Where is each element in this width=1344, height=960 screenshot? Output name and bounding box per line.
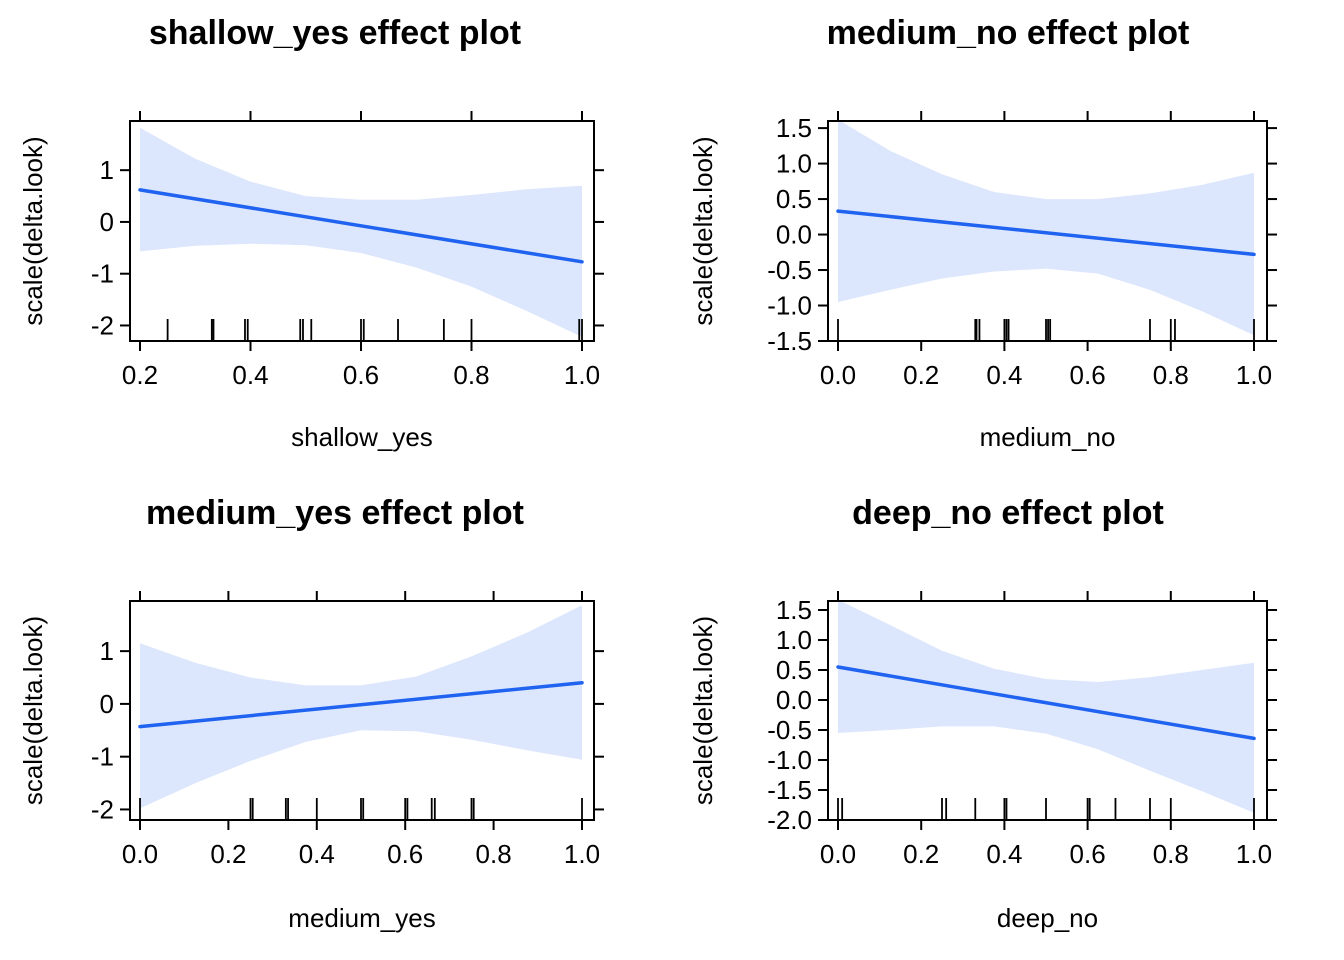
fit-line bbox=[138, 681, 584, 729]
y-tick-label: 1.0 bbox=[776, 625, 812, 655]
plot-frame bbox=[827, 120, 1268, 342]
y-axis-label: scale(delta.look) bbox=[688, 136, 718, 325]
x-tick-label: 0.8 bbox=[476, 839, 512, 869]
chart-title: shallow_yes effect plot bbox=[149, 14, 521, 52]
y-tick-label: -2 bbox=[91, 310, 114, 340]
x-tick-label: 0.6 bbox=[1070, 360, 1106, 390]
x-tick-label: 0.2 bbox=[903, 839, 939, 869]
y-axis-label: scale(delta.look) bbox=[18, 616, 48, 805]
x-tick-label: 0.8 bbox=[1153, 360, 1189, 390]
x-tick-label: 0.8 bbox=[1153, 839, 1189, 869]
chart-title: medium_yes effect plot bbox=[146, 494, 524, 532]
x-tick-label: 0.0 bbox=[820, 360, 856, 390]
x-tick-label: 0.0 bbox=[122, 839, 158, 869]
y-tick-label: 0.0 bbox=[776, 220, 812, 250]
y-tick-label: 0 bbox=[100, 207, 114, 237]
x-tick-label: 0.8 bbox=[453, 360, 489, 390]
confidence-band bbox=[140, 127, 582, 337]
x-tick-label: 1.0 bbox=[564, 839, 600, 869]
x-tick-label: 0.6 bbox=[1070, 839, 1106, 869]
y-tick-label: -0.5 bbox=[767, 255, 812, 285]
chart-title: medium_no effect plot bbox=[827, 14, 1190, 52]
x-axis-label: shallow_yes bbox=[291, 422, 433, 452]
confidence-band bbox=[140, 605, 582, 809]
effect-plot-panel: 0.0 0.2 0.4 0.6 0.8 1.0-2.0-1.5-1.0-0.50.00.5… bbox=[688, 494, 1277, 933]
y-tick-label: -1.5 bbox=[767, 326, 812, 356]
x-tick-label: 1.0 bbox=[1236, 839, 1272, 869]
y-tick-label: 1 bbox=[100, 155, 114, 185]
effect-plot-panel: 0.2 0.4 0.6 0.8 1.0 -2 -1 0 1 shallow_yes effect … bbox=[18, 14, 604, 452]
x-tick-label: 0.4 bbox=[232, 360, 268, 390]
x-tick-label: 0.2 bbox=[122, 360, 158, 390]
x-tick-label: 0.6 bbox=[343, 360, 379, 390]
y-tick-label: 0.0 bbox=[776, 685, 812, 715]
x-tick-label: 0.6 bbox=[387, 839, 423, 869]
y-tick-label: 1.5 bbox=[776, 595, 812, 625]
y-tick-label: -1 bbox=[91, 742, 114, 772]
y-tick-label: 1.5 bbox=[776, 113, 812, 143]
x-tick-label: 0.4 bbox=[986, 360, 1022, 390]
y-tick-label: 1.0 bbox=[776, 149, 812, 179]
confidence-band bbox=[838, 119, 1254, 336]
y-tick-label: -1.0 bbox=[767, 291, 812, 321]
chart-title: deep_no effect plot bbox=[852, 494, 1164, 532]
y-tick-label: -0.5 bbox=[767, 715, 812, 745]
fit-line bbox=[138, 188, 584, 264]
y-tick-label: 0.5 bbox=[776, 184, 812, 214]
y-tick-label: -1 bbox=[91, 259, 114, 289]
x-tick-label: 1.0 bbox=[1236, 360, 1272, 390]
x-tick-label: 0.4 bbox=[299, 839, 335, 869]
x-tick-label: 0.0 bbox=[820, 839, 856, 869]
y-tick-label: -2 bbox=[91, 794, 114, 824]
y-tick-label: -1.5 bbox=[767, 775, 812, 805]
fit-line bbox=[836, 209, 1256, 257]
x-axis-label: medium_no bbox=[980, 422, 1116, 452]
fit-line bbox=[836, 665, 1256, 741]
effect-plot-panel: 0.0 0.2 0.4 0.6 0.8 1.0 -1.5 -1.0 -0.5 0.0 0.5 1.0 1… bbox=[688, 14, 1277, 452]
plot-frame bbox=[129, 600, 595, 821]
y-tick-label: 0.5 bbox=[776, 655, 812, 685]
x-axis-label: medium_yes bbox=[288, 903, 435, 933]
y-tick-label: 1 bbox=[100, 636, 114, 666]
y-axis-label: scale(delta.look) bbox=[688, 616, 718, 805]
x-tick-label: 0.4 bbox=[986, 839, 1022, 869]
y-tick-label: 0 bbox=[100, 689, 114, 719]
effect-plot-panel: 0.0 0.2 0.4 0.6 0.8 1.0 -2 -1 0 1 medium_yes effec… bbox=[18, 494, 604, 933]
y-tick-label: -2.0 bbox=[767, 805, 812, 835]
x-tick-label: 0.2 bbox=[210, 839, 246, 869]
x-axis-label: deep_no bbox=[997, 903, 1098, 933]
x-tick-label: 0.2 bbox=[903, 360, 939, 390]
confidence-band bbox=[838, 599, 1254, 813]
x-tick-label: 1.0 bbox=[564, 360, 600, 390]
y-axis-label: scale(delta.look) bbox=[18, 136, 48, 325]
plot-frame bbox=[827, 600, 1268, 821]
y-tick-label: -1.0 bbox=[767, 745, 812, 775]
